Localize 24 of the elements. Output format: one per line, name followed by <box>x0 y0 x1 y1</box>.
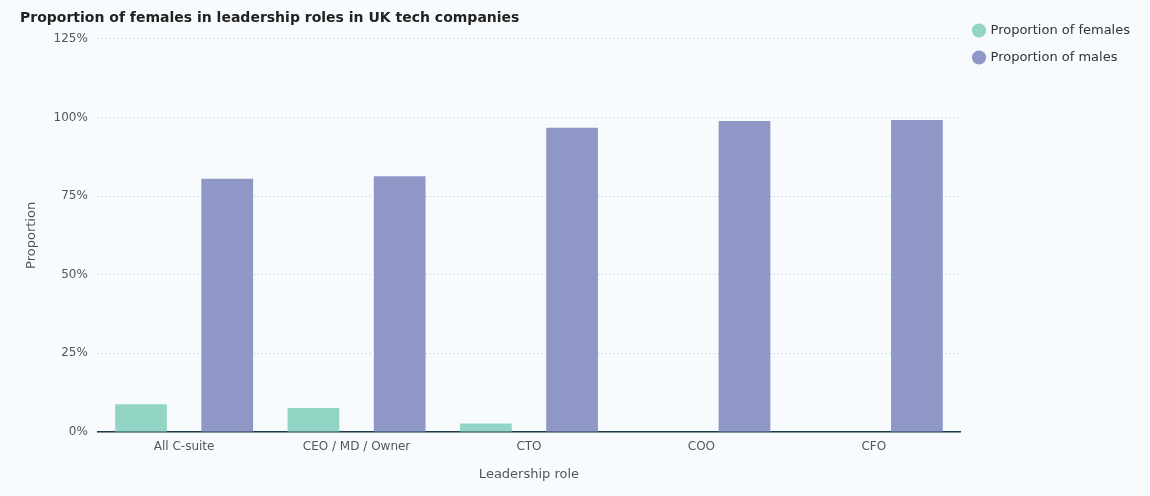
bar <box>891 119 943 432</box>
legend-label: Proportion of males <box>990 48 1118 64</box>
y-tick-label: 50% <box>61 266 88 281</box>
y-tick-label: 75% <box>61 188 88 203</box>
bar <box>201 178 254 432</box>
x-tick-label: All C-suite <box>153 439 215 454</box>
bar <box>373 176 426 432</box>
chart-title: Proportion of females in leadership roles in UK tech companies <box>20 9 520 26</box>
x-tick-label: CEO / MD / Owner <box>302 439 411 454</box>
y-tick-label: 100% <box>53 109 88 124</box>
y-tick-label: 0% <box>68 424 88 439</box>
bar <box>115 404 167 432</box>
y-axis-title: Proportion <box>23 201 39 269</box>
legend-label: Proportion of females <box>990 21 1131 37</box>
y-tick-label: 25% <box>61 345 88 360</box>
bar <box>718 120 771 432</box>
x-tick-label: COO <box>687 439 716 454</box>
bar <box>460 423 512 432</box>
x-tick-label: CTO <box>516 439 542 454</box>
bar <box>546 127 598 432</box>
y-tick-label: 125% <box>53 30 88 45</box>
bar <box>287 408 340 432</box>
x-tick-label: CFO <box>861 439 887 454</box>
x-axis-title: Leadership role <box>478 465 580 481</box>
